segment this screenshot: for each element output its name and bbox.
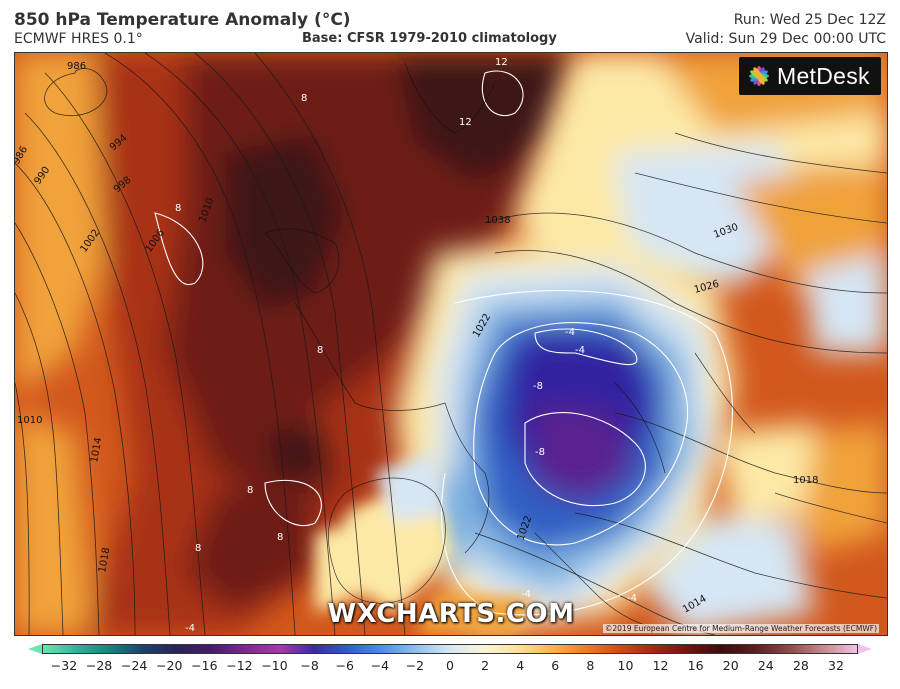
metdesk-logo-text: MetDesk <box>777 62 870 89</box>
metdesk-logo: MetDesk <box>739 57 881 95</box>
run-time-label: Run: Wed 25 Dec 12Z <box>733 12 886 28</box>
colorbar-min-arrow <box>28 644 42 654</box>
colorbar-tick-label: 2 <box>481 658 490 673</box>
isobar-label: 1018 <box>97 547 112 574</box>
chart-header: 850 hPa Temperature Anomaly (°C) ECMWF H… <box>0 0 900 52</box>
colorbar-tick-label: −2 <box>405 658 425 673</box>
anomaly-label: -4 <box>185 623 195 634</box>
colorbar-tick-label: 4 <box>516 658 525 673</box>
colorbar-tick-label: 28 <box>792 658 809 673</box>
colorbar-tick-label: −28 <box>85 658 113 673</box>
isobar-label: 1014 <box>89 437 104 464</box>
colorbar-ticks: −32 −28 −24 −20 −16 −12 −10 −8 −6 −4 −2 0 2 4 6 8 10 12 16… <box>28 656 872 676</box>
map-area: 986 986 990 994 998 1002 1006 1010 1010 … <box>14 52 888 636</box>
isobar-lines <box>15 53 887 635</box>
anomaly-map: 986 986 990 994 998 1002 1006 1010 1010 … <box>15 53 887 635</box>
anomaly-label: 8 <box>175 203 181 214</box>
colorbar-tick-label: 8 <box>586 658 595 673</box>
colorbar-tick-label: −4 <box>370 658 390 673</box>
colorbar-tick-label: −12 <box>226 658 253 673</box>
anomaly-label: -4 <box>521 589 531 600</box>
valid-time-label: Valid: Sun 29 Dec 00:00 UTC <box>685 31 886 47</box>
anomaly-label: 8 <box>195 543 201 554</box>
colorbar-tick-label: 16 <box>687 658 704 673</box>
colorbar-tick-label: −24 <box>120 658 148 673</box>
colorbar-tick-label: 32 <box>828 658 844 673</box>
anomaly-label: 8 <box>277 532 283 543</box>
ecmwf-copyright: ©2019 European Centre for Medium-Range W… <box>602 624 879 633</box>
anomaly-label: -8 <box>533 381 543 392</box>
colorbar-legend: −32 −28 −24 −20 −16 −12 −10 −8 −6 −4 −2 0 2 4 6 8 10 12 16… <box>28 640 872 688</box>
isobar-label: 1038 <box>485 215 510 226</box>
colorbar-tick-label: 10 <box>617 658 634 673</box>
anomaly-label: 12 <box>459 117 472 128</box>
colorbar-tick-label: 24 <box>757 658 774 673</box>
anomaly-label: 12 <box>495 57 508 68</box>
colorbar-max-arrow <box>858 644 872 654</box>
anomaly-label: -4 <box>627 593 637 604</box>
metdesk-flower-icon <box>749 66 769 86</box>
anomaly-labels: 12 12 8 8 8 8 8 8 -4 -4 -8 -8 -4 -4 -4 <box>175 57 637 634</box>
colorbar-tick-label: −10 <box>261 658 288 673</box>
colorbar-tick-label: 6 <box>551 658 560 673</box>
anomaly-label: -4 <box>575 345 585 356</box>
isobar-label: 1010 <box>17 415 42 426</box>
colorbar-tick-label: −16 <box>191 658 218 673</box>
anomaly-contours <box>154 70 733 616</box>
isobar-label: 1018 <box>793 475 818 486</box>
colorbar-gradient <box>42 644 858 654</box>
coastlines <box>264 62 887 629</box>
anomaly-field <box>15 53 887 635</box>
anomaly-label: 8 <box>301 93 307 104</box>
climatology-base-label: Base: CFSR 1979-2010 climatology <box>302 31 557 46</box>
colorbar-tick-label: −20 <box>156 658 183 673</box>
model-label: ECMWF HRES 0.1° <box>14 31 143 47</box>
wxcharts-watermark: WXCHARTS.COM <box>327 599 575 629</box>
colorbar-tick-label: 0 <box>446 658 454 673</box>
colorbar-tick-label: −6 <box>335 658 354 673</box>
colorbar-tick-label: 12 <box>652 658 669 673</box>
colorbar-tick-label: 20 <box>722 658 739 673</box>
chart-title: 850 hPa Temperature Anomaly (°C) <box>14 10 351 30</box>
anomaly-label: 8 <box>317 345 323 356</box>
anomaly-label: 8 <box>247 485 253 496</box>
anomaly-label: -8 <box>535 447 545 458</box>
anomaly-label: -4 <box>565 327 575 338</box>
colorbar-tick-label: −8 <box>300 658 319 673</box>
isobar-label: 986 <box>67 61 86 72</box>
colorbar-tick-label: −32 <box>50 658 78 673</box>
